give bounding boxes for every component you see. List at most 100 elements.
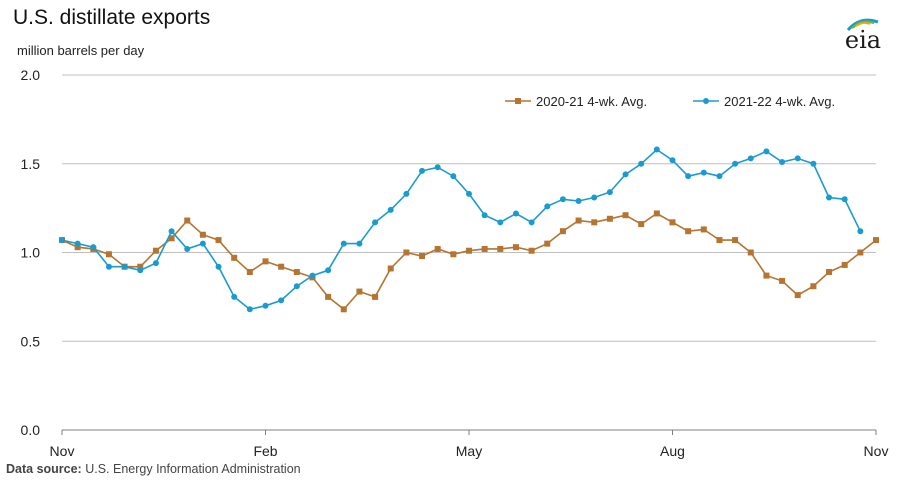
data-point-square bbox=[779, 277, 786, 284]
series-line-1 bbox=[61, 212, 877, 311]
data-point-square bbox=[152, 247, 159, 254]
data-point-square bbox=[372, 293, 379, 300]
data-point-circle bbox=[716, 173, 723, 180]
data-point-square bbox=[168, 235, 175, 242]
data-point-square bbox=[278, 263, 285, 270]
x-tick-label: Nov bbox=[50, 443, 75, 459]
data-point-square bbox=[512, 244, 519, 251]
data-point-square bbox=[466, 247, 472, 254]
data-point-square bbox=[528, 247, 535, 254]
data-point-square bbox=[622, 212, 629, 219]
data-point-square bbox=[591, 219, 598, 226]
data-point-circle bbox=[591, 194, 598, 201]
data-point-circle bbox=[763, 148, 770, 155]
data-point-square bbox=[481, 245, 488, 252]
data-point-circle bbox=[779, 158, 786, 165]
data-point-square bbox=[700, 226, 707, 233]
data-point-circle bbox=[810, 160, 817, 167]
data-point-square bbox=[215, 237, 222, 244]
logo-text: eia bbox=[844, 26, 882, 54]
data-point-square bbox=[544, 240, 551, 247]
data-point-circle bbox=[340, 240, 347, 247]
data-point-circle bbox=[372, 219, 379, 226]
data-point-circle bbox=[262, 302, 269, 309]
data-point-circle bbox=[841, 196, 848, 203]
data-point-square bbox=[841, 261, 848, 268]
x-tick-label: Aug bbox=[660, 443, 685, 459]
legend-label: 2021-22 4-wk. Avg. bbox=[724, 94, 835, 109]
data-point-square bbox=[340, 306, 347, 313]
data-point-square bbox=[293, 269, 300, 276]
data-point-square bbox=[105, 251, 112, 258]
y-tick-label: 1.5 bbox=[21, 156, 41, 172]
data-point-circle bbox=[356, 240, 363, 247]
data-point-circle bbox=[246, 306, 253, 313]
data-point-square bbox=[826, 269, 833, 276]
data-point-circle bbox=[450, 173, 457, 180]
data-point-circle bbox=[293, 283, 300, 290]
x-tick-label: Nov bbox=[864, 443, 889, 459]
chart-title: U.S. distillate exports bbox=[13, 6, 211, 29]
data-point-square bbox=[434, 245, 441, 252]
data-point-square bbox=[653, 210, 660, 217]
data-point-circle bbox=[512, 210, 519, 217]
data-point-square bbox=[450, 251, 457, 258]
data-point-square bbox=[74, 244, 81, 251]
data-point-circle bbox=[732, 160, 739, 167]
x-tick-label: May bbox=[456, 443, 482, 459]
data-point-square bbox=[137, 263, 144, 270]
data-point-square bbox=[669, 219, 676, 226]
data-point-square bbox=[606, 215, 613, 222]
data-point-circle bbox=[528, 219, 535, 226]
data-point-circle bbox=[231, 293, 238, 300]
data-point-square bbox=[747, 249, 754, 256]
data-point-circle bbox=[105, 263, 112, 270]
data-point-square bbox=[246, 269, 253, 276]
series-line-2 bbox=[61, 148, 862, 311]
data-point-square bbox=[810, 283, 817, 290]
data-point-square bbox=[716, 237, 723, 244]
data-point-square bbox=[199, 231, 206, 238]
data-point-square bbox=[575, 217, 582, 224]
data-point-square bbox=[732, 237, 739, 244]
data-point-square bbox=[184, 217, 191, 224]
data-point-circle bbox=[700, 169, 707, 176]
data-point-square bbox=[231, 254, 238, 261]
data-point-circle bbox=[497, 219, 504, 226]
data-point-square bbox=[419, 253, 426, 260]
data-point-square bbox=[763, 272, 770, 279]
data-point-square bbox=[794, 292, 801, 299]
data-point-circle bbox=[685, 173, 692, 180]
y-tick-label: 1.0 bbox=[21, 245, 41, 261]
data-point-square bbox=[559, 228, 566, 235]
data-point-circle bbox=[653, 146, 660, 153]
data-point-circle bbox=[325, 267, 332, 274]
data-point-square bbox=[873, 237, 879, 244]
data-point-circle bbox=[559, 196, 566, 203]
data-point-circle bbox=[74, 240, 81, 247]
eia-logo-icon bbox=[846, 18, 879, 32]
y-tick-label: 0.0 bbox=[21, 422, 41, 438]
data-point-circle bbox=[606, 189, 613, 196]
data-point-circle bbox=[152, 260, 159, 267]
data-point-circle bbox=[278, 297, 285, 304]
data-point-circle bbox=[669, 157, 676, 164]
data-point-circle bbox=[481, 212, 488, 219]
y-axis-unit-label: million barrels per day bbox=[17, 43, 145, 58]
data-point-circle bbox=[434, 164, 441, 171]
data-point-circle bbox=[794, 155, 801, 162]
source-label: Data source: bbox=[6, 462, 82, 476]
legend-label: 2020-21 4-wk. Avg. bbox=[536, 94, 647, 109]
data-point-circle bbox=[184, 245, 191, 252]
data-point-square bbox=[685, 228, 692, 235]
data-point-circle bbox=[137, 267, 144, 274]
x-tick-label: Feb bbox=[253, 443, 277, 459]
data-point-square bbox=[857, 249, 864, 256]
data-point-circle bbox=[857, 228, 864, 235]
data-point-square bbox=[403, 249, 410, 256]
data-point-square bbox=[638, 221, 645, 228]
data-point-circle bbox=[121, 263, 128, 270]
data-point-circle bbox=[168, 228, 175, 235]
data-point-circle bbox=[215, 263, 222, 270]
